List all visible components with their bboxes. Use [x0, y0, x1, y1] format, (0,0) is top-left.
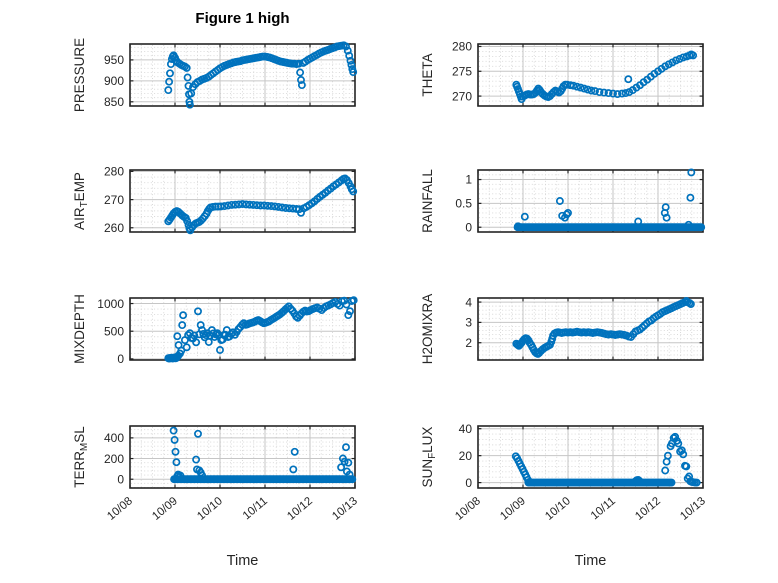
theta-major-grid: [478, 44, 703, 106]
xtick-label-10-11: 10/11: [241, 495, 270, 522]
air-temp-axes-box: [129, 169, 356, 233]
theta-ytick-label: 275: [452, 64, 472, 78]
h2omixra-major-grid: [478, 298, 703, 360]
svg-text:MIXDEPTH: MIXDEPTH: [72, 294, 87, 364]
theta-ylabel: THETA: [420, 53, 435, 96]
terr-msl-ytick-labels: 0 200 400: [104, 431, 124, 486]
air-temp-ytick-label: 270: [104, 193, 124, 207]
xtick-label-10-08: 10/08: [453, 495, 483, 523]
xtick-label-10-10: 10/10: [195, 495, 225, 523]
theta-axes-box: [477, 43, 704, 107]
air-temp-data-points: [164, 174, 358, 235]
terr-msl-ylabel: TERRMSL: [72, 426, 90, 488]
air-temp-ylabel: AIRTEMP: [72, 172, 90, 230]
figure-title: Figure 1 high: [195, 10, 290, 27]
h2omixra-ytick-label: 2: [465, 336, 472, 350]
mixdepth-ytick-label: 0: [117, 352, 124, 366]
theta-ytick-labels: 270 275 280: [452, 40, 472, 104]
xtick-label-10-12: 10/12: [633, 495, 663, 523]
sun-flux-ytick-label: 20: [459, 449, 473, 463]
rainfall-data-points: [513, 168, 706, 232]
mixdepth-ytick-labels: 0 500 1000: [97, 297, 124, 366]
pressure-ylabel: PRESSURE: [72, 38, 87, 112]
pressure-ytick-label: 900: [104, 74, 124, 88]
pressure-ytick-label: 850: [104, 95, 124, 109]
xtick-label-10-11: 10/11: [589, 495, 618, 522]
sun-flux-data-points: [511, 432, 701, 487]
svg-text:AIRTEMP: AIRTEMP: [72, 172, 90, 230]
rainfall-ytick-label: 0.5: [455, 197, 472, 211]
xtick-label-10-09: 10/09: [150, 495, 180, 523]
xtick-label-10-08: 10/08: [105, 495, 135, 523]
mixdepth-axes-box: [129, 297, 356, 361]
sun-flux-xtick-labels: 10/08 10/09 10/10 10/11 10/12 10/13: [453, 495, 708, 523]
xlabel-right: Time: [574, 553, 607, 569]
pressure-ytick-labels: 850 900 950: [104, 53, 124, 109]
rainfall-ytick-label: 0: [465, 220, 472, 234]
xtick-label-10-09: 10/09: [498, 495, 528, 523]
terr-msl-xtick-labels: 10/08 10/09 10/10 10/11 10/12 10/13: [105, 495, 360, 523]
subplot-theta: 270 275 280 THETA: [420, 40, 704, 107]
xtick-label-10-12: 10/12: [285, 495, 315, 523]
h2omixra-ytick-label: 4: [465, 295, 472, 309]
svg-text:H2OMIXRA: H2OMIXRA: [420, 294, 435, 365]
sun-flux-axes-box: [477, 425, 704, 489]
air-temp-ytick-label: 260: [104, 221, 124, 235]
theta-ytick-label: 280: [452, 40, 472, 54]
pressure-data-points: [164, 41, 358, 109]
sun-flux-ytick-label: 0: [465, 476, 472, 490]
air-temp-ytick-labels: 260 270 280: [104, 165, 124, 235]
mixdepth-data-points: [164, 296, 358, 363]
rainfall-axes-box: [477, 169, 704, 233]
h2omixra-ytick-labels: 2 3 4: [465, 295, 472, 350]
svg-text:RAINFALL: RAINFALL: [420, 169, 435, 233]
h2omixra-axes-box: [477, 297, 704, 361]
theta-ytick-label: 270: [452, 89, 472, 103]
subplot-air-temp: 260 270 280 AIRTEMP: [72, 165, 358, 235]
pressure-tick-marks: [129, 44, 356, 106]
xtick-label-10-13: 10/13: [678, 495, 708, 523]
svg-text:PRESSURE: PRESSURE: [72, 38, 87, 112]
svg-text:SUNFLUX: SUNFLUX: [420, 427, 438, 488]
sun-flux-ytick-labels: 0 20 40: [459, 422, 473, 490]
terr-msl-axes-box: [129, 425, 356, 489]
terr-msl-ytick-label: 0: [117, 472, 124, 486]
subplot-pressure: 850 900 950 PRESSURE: [72, 38, 358, 112]
subplot-mixdepth: 0 500 1000 MIXDEPTH: [72, 294, 358, 366]
pressure-ytick-label: 950: [104, 53, 124, 67]
theta-tick-marks: [477, 44, 704, 106]
subplot-h2omixra: 2 3 4 H2OMIXRA: [420, 294, 704, 364]
air-temp-major-grid: [130, 170, 355, 232]
terr-msl-ytick-label: 400: [104, 431, 124, 445]
rainfall-ylabel: RAINFALL: [420, 169, 435, 233]
xtick-label-10-13: 10/13: [330, 495, 360, 523]
sun-flux-ytick-label: 40: [459, 422, 473, 436]
mixdepth-ytick-label: 1000: [97, 297, 124, 311]
h2omixra-tick-marks: [477, 298, 704, 360]
rainfall-ytick-labels: 00.51: [455, 173, 472, 235]
sun-flux-ylabel: SUNFLUX: [420, 427, 438, 488]
mixdepth-ylabel: MIXDEPTH: [72, 294, 87, 364]
rainfall-minor-grid: [479, 171, 702, 231]
h2omixra-data-points: [512, 297, 695, 358]
xlabel-left: Time: [226, 553, 259, 569]
terr-msl-data-points: [169, 426, 357, 484]
mixdepth-ytick-label: 500: [104, 324, 124, 338]
theta-data-points: [512, 50, 698, 104]
h2omixra-ylabel: H2OMIXRA: [420, 294, 435, 365]
svg-text:THETA: THETA: [420, 53, 435, 96]
h2omixra-ytick-label: 3: [465, 316, 472, 330]
rainfall-ytick-label: 1: [465, 173, 472, 187]
air-temp-tick-marks: [129, 170, 356, 232]
terr-msl-ytick-label: 200: [104, 452, 124, 466]
air-temp-ytick-label: 280: [104, 165, 124, 179]
svg-text:TERRMSL: TERRMSL: [72, 426, 90, 488]
xtick-label-10-10: 10/10: [543, 495, 573, 523]
